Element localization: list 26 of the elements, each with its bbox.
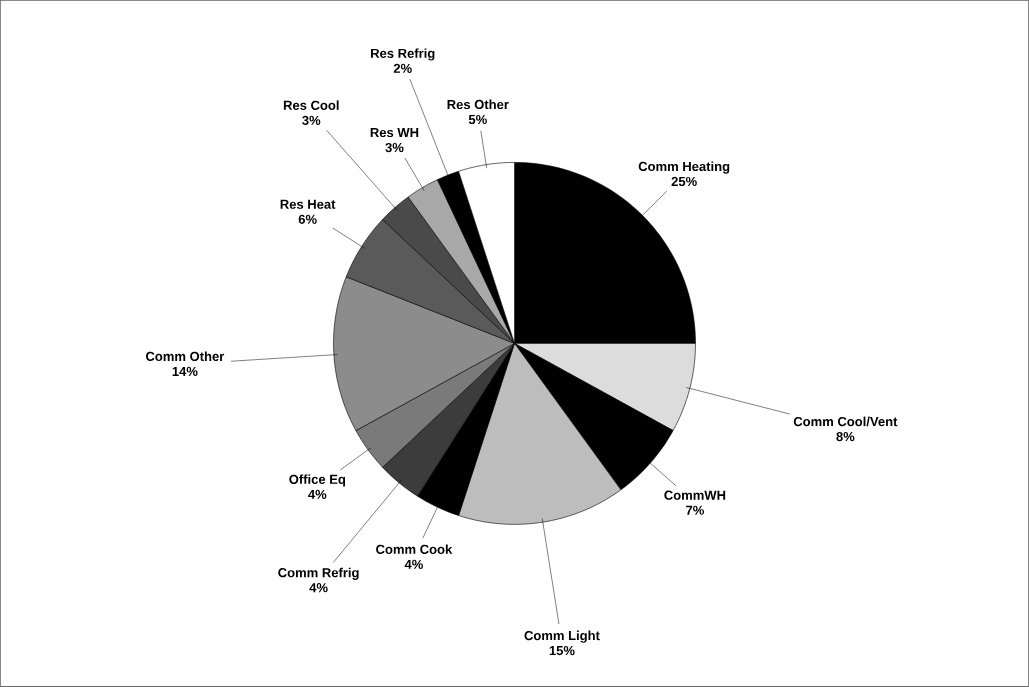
- data-label: 4%: [404, 559, 423, 570]
- data-label: 14%: [172, 366, 198, 377]
- slice-label: Res Refrig: [371, 48, 435, 61]
- data-label: 8%: [836, 432, 855, 442]
- data-label: 4%: [308, 489, 327, 500]
- slice-label: Comm Light: [524, 630, 600, 643]
- data-label: 6%: [298, 214, 317, 224]
- slice-label: Comm Other: [145, 351, 225, 362]
- data-label: 2%: [393, 63, 412, 74]
- data-label: 3%: [302, 115, 321, 126]
- slice-label: Res WH: [370, 128, 419, 138]
- data-label: 7%: [686, 505, 704, 515]
- data-label: 4%: [309, 583, 328, 593]
- slice-label: Res Other: [447, 99, 509, 110]
- slice-label: Res Cool: [283, 100, 339, 111]
- slice-label: Office Eq: [289, 474, 346, 487]
- slice-label: Comm Cook: [376, 544, 453, 555]
- slice-label: Comm Heating: [638, 161, 730, 174]
- slice-label: Comm Cool/Vent: [793, 416, 898, 427]
- data-label: 5%: [468, 115, 487, 125]
- slice-label: Comm Refrig: [278, 567, 359, 581]
- data-label: 3%: [385, 143, 404, 153]
- slice-label: Res Heat: [280, 199, 336, 209]
- slice-label: CommWH: [664, 490, 726, 500]
- data-label: 15%: [549, 646, 575, 656]
- data-label: 25%: [671, 176, 697, 187]
